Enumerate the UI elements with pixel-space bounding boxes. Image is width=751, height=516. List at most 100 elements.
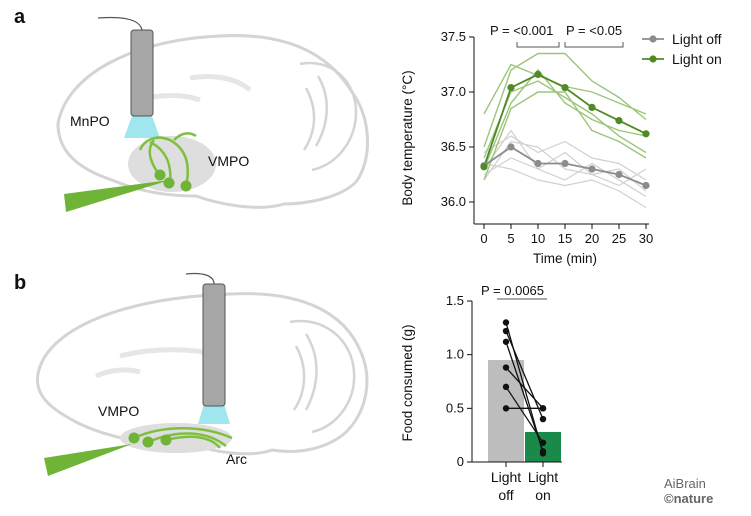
paired-point-on <box>539 448 547 455</box>
y-tick-label-b: 1.0 <box>446 347 464 362</box>
individual-line-off <box>483 151 647 192</box>
region-label-arc: Arc <box>226 451 247 467</box>
brain-schematic-b: VMPO Arc <box>35 272 369 476</box>
individual-line-on <box>483 68 647 170</box>
stat-annotation-food: P = 0.0065 <box>481 283 544 298</box>
light-cone-b <box>198 404 230 424</box>
point-light-on <box>615 117 623 125</box>
paired-point-off <box>502 364 510 371</box>
x-tick-label-a: 30 <box>639 231 653 246</box>
neuron-projections-b <box>133 427 233 449</box>
food-chart: 0 0.5 1.0 1.5 <box>446 293 562 469</box>
individual-line-on <box>483 80 647 159</box>
stat-annotation-1: P = <0.001 <box>490 23 553 38</box>
paired-point-on <box>539 439 547 446</box>
neuron-a-3 <box>154 169 166 181</box>
point-light-off <box>507 143 515 151</box>
x-tick-label-a: 5 <box>507 231 514 246</box>
paired-point-off <box>502 319 510 326</box>
point-light-on <box>480 163 488 171</box>
region-label-vmpo-a: VMPO <box>208 153 249 169</box>
panel-letter-a: a <box>14 6 26 28</box>
bar-light-on <box>525 431 561 462</box>
stat-bracket-1 <box>516 42 560 48</box>
x-tick-label-a: 10 <box>531 231 545 246</box>
paired-point-on <box>539 405 547 412</box>
temperature-chart-labels: Body temperature (°C) Time (min) P = <0.… <box>400 23 722 266</box>
x-tick-label-a: 20 <box>585 231 599 246</box>
ylabel-food: Food consumed (g) <box>400 324 415 441</box>
y-tick-label-b: 0 <box>457 454 464 469</box>
paired-point-off <box>502 327 510 335</box>
optical-fiber-b <box>202 283 226 407</box>
point-light-on <box>588 103 596 111</box>
point-light-off <box>534 159 542 168</box>
y-tick-label-a: 37.5 <box>441 29 466 44</box>
paired-line <box>505 386 544 444</box>
xlabel-time: Time (min) <box>533 251 597 266</box>
neuron-b-3 <box>160 434 172 446</box>
fiber-cable-b <box>185 272 215 285</box>
y-tick-label-a: 37.0 <box>441 84 466 99</box>
paired-line <box>505 367 544 409</box>
legend-label-light-off: Light off <box>672 31 722 47</box>
electrode-b <box>44 444 132 476</box>
watermark-left: AiBrain <box>664 476 706 491</box>
panel-letter-b: b <box>14 272 27 294</box>
point-light-on <box>561 84 569 92</box>
food-chart-labels: Food consumed (g) P = 0.0065 Light off L… <box>400 283 558 503</box>
temperature-chart: 36.0 36.5 37.0 37.5 0 5 10 15 20 25 30 <box>441 29 664 246</box>
y-tick-label-b: 1.5 <box>446 293 464 308</box>
point-light-off <box>642 181 650 190</box>
x-tick-label-a: 0 <box>480 231 487 246</box>
stat-bracket-2 <box>564 42 624 48</box>
point-light-off <box>561 159 569 168</box>
y-tick-label-a: 36.5 <box>441 139 466 154</box>
paired-point-on <box>539 415 547 423</box>
individual-line-on <box>483 91 647 181</box>
category-label-off-1: Light <box>491 469 521 485</box>
watermark-right: ©nature <box>664 491 713 506</box>
individual-line-on <box>483 52 647 148</box>
electrode-a <box>64 180 170 212</box>
x-tick-label-a: 25 <box>612 231 626 246</box>
legend-marker-light-on <box>649 55 657 63</box>
category-label-on-2: on <box>535 487 551 503</box>
individual-line-off <box>483 140 647 187</box>
brain-fold-a <box>139 74 252 103</box>
brain-outline-b <box>35 292 369 456</box>
region-label-mnpo: MnPO <box>70 113 110 129</box>
ylabel-temperature: Body temperature (°C) <box>400 70 415 205</box>
y-tick-label-b: 0.5 <box>446 400 464 415</box>
optical-fiber-a <box>130 29 154 117</box>
point-light-on <box>642 130 650 138</box>
individual-line-off <box>483 135 647 181</box>
point-light-on <box>534 70 542 78</box>
paired-line <box>505 330 544 420</box>
category-label-off-2: off <box>498 487 513 503</box>
stat-annotation-2: P = <0.05 <box>566 23 622 38</box>
region-label-vmpo-b: VMPO <box>98 403 139 419</box>
cerebellum-a <box>299 61 358 172</box>
paired-point-off <box>502 338 510 345</box>
neuron-a-2 <box>163 177 175 189</box>
category-label-on-1: Light <box>528 469 558 485</box>
point-light-off <box>588 165 596 173</box>
point-light-off <box>615 170 623 179</box>
neuron-a-1 <box>180 180 192 192</box>
neuron-b-2 <box>142 436 154 448</box>
legend-marker-light-off <box>649 35 657 43</box>
cerebellum-b <box>289 319 356 434</box>
legend-label-light-on: Light on <box>672 51 722 67</box>
point-light-on <box>507 84 515 92</box>
paired-point-off <box>502 405 510 412</box>
y-tick-label-a: 36.0 <box>441 194 466 209</box>
brain-schematic-a: MnPO VMPO <box>56 16 370 212</box>
individual-line-off <box>483 162 647 209</box>
light-cone-a <box>124 116 160 138</box>
paired-point-off <box>502 383 510 391</box>
fiber-cable-a <box>97 16 143 31</box>
x-tick-label-a: 15 <box>558 231 572 246</box>
neuron-b-1 <box>128 432 140 444</box>
